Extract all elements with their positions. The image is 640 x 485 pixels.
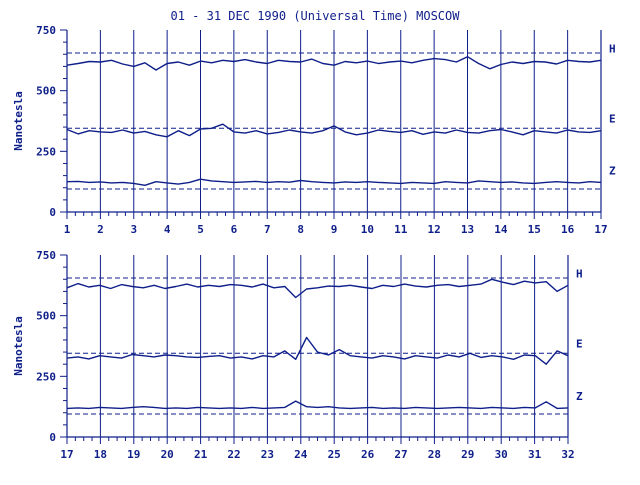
x-tick-label: 26 bbox=[361, 448, 375, 461]
x-tick-label: 16 bbox=[561, 223, 575, 236]
series-label-h: H bbox=[609, 42, 616, 55]
y-tick-label: 500 bbox=[36, 310, 56, 323]
x-tick-label: 9 bbox=[331, 223, 338, 236]
y-axis-label: Nanotesla bbox=[12, 316, 25, 376]
y-tick-label: 750 bbox=[36, 24, 56, 37]
x-tick-label: 19 bbox=[127, 448, 140, 461]
chart-title: 01 - 31 DEC 1990 (Universal Time) MOSCOW bbox=[171, 9, 461, 23]
x-tick-label: 2 bbox=[97, 223, 104, 236]
y-tick-label: 0 bbox=[49, 431, 56, 444]
chart-panel-2: 0 250 500 750 17 18 19 20 21 22 23 24 25 26 27 28 29 30 31… bbox=[12, 249, 583, 461]
x-tick-label: 4 bbox=[164, 223, 171, 236]
x-tick-label: 23 bbox=[261, 448, 274, 461]
series-line-z bbox=[66, 400, 569, 410]
series-line-h bbox=[66, 56, 602, 71]
series-line-e bbox=[66, 336, 569, 365]
series-label-z: Z bbox=[609, 164, 616, 177]
x-tick-label: 24 bbox=[294, 448, 308, 461]
y-tick-label: 750 bbox=[36, 249, 56, 262]
x-tick-label: 21 bbox=[194, 448, 208, 461]
x-tick-label: 12 bbox=[428, 223, 441, 236]
x-tick-label: 25 bbox=[328, 448, 341, 461]
x-tick-label: 13 bbox=[461, 223, 474, 236]
x-tick-label: 28 bbox=[428, 448, 441, 461]
x-tick-label: 18 bbox=[94, 448, 107, 461]
y-tick-label: 250 bbox=[36, 145, 56, 158]
x-tick-label: 3 bbox=[130, 223, 137, 236]
x-tick-label: 17 bbox=[594, 223, 607, 236]
x-tick-label: 6 bbox=[231, 223, 238, 236]
y-tick-label: 500 bbox=[36, 85, 56, 98]
x-tick-label: 11 bbox=[394, 223, 408, 236]
x-tick-label: 10 bbox=[361, 223, 374, 236]
series-line-h bbox=[66, 278, 569, 299]
x-tick-label: 20 bbox=[161, 448, 174, 461]
x-tick-label: 7 bbox=[264, 223, 271, 236]
y-tick-label: 0 bbox=[49, 206, 56, 219]
x-tick-label: 22 bbox=[227, 448, 240, 461]
x-tick-label: 1 bbox=[64, 223, 71, 236]
series-label-h: H bbox=[576, 267, 583, 280]
series-label-z: Z bbox=[576, 390, 583, 403]
x-tick-label: 8 bbox=[297, 223, 304, 236]
series-line-e bbox=[66, 123, 602, 138]
x-tick-label: 29 bbox=[461, 448, 474, 461]
x-tick-label: 30 bbox=[495, 448, 508, 461]
series-label-e: E bbox=[576, 338, 583, 351]
x-tick-label: 17 bbox=[60, 448, 73, 461]
series-label-e: E bbox=[609, 113, 616, 126]
x-tick-label: 14 bbox=[494, 223, 508, 236]
x-tick-label: 31 bbox=[528, 448, 542, 461]
x-tick-label: 27 bbox=[394, 448, 407, 461]
series-line-z bbox=[66, 178, 602, 186]
x-tick-label: 32 bbox=[561, 448, 574, 461]
x-tick-label: 15 bbox=[528, 223, 541, 236]
y-axis-label: Nanotesla bbox=[12, 91, 25, 151]
x-tick-label: 5 bbox=[197, 223, 204, 236]
y-tick-label: 250 bbox=[36, 370, 56, 383]
